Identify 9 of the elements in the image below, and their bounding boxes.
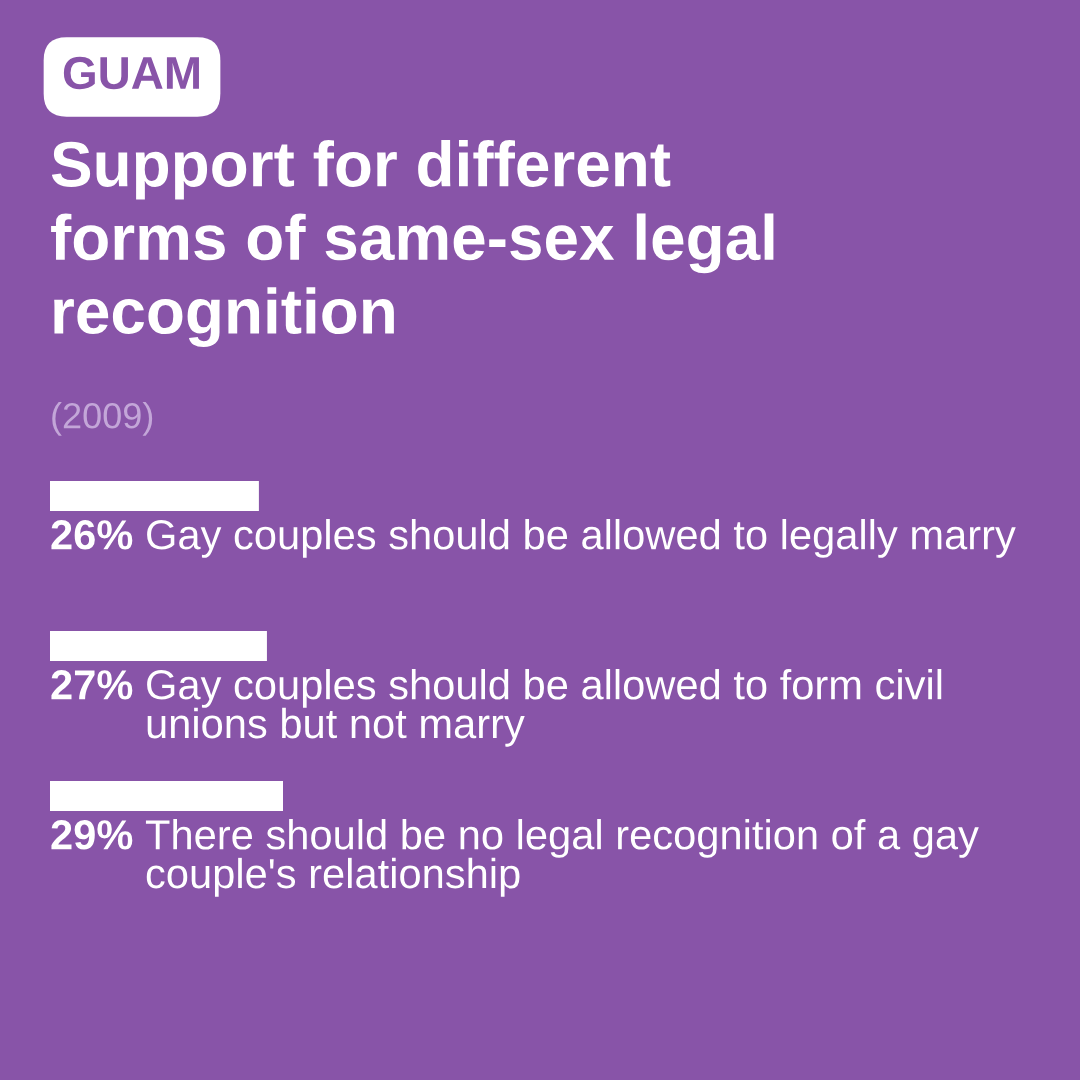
y-tick-label: There should be no legal recognition of a gay couple's relationship xyxy=(145,819,979,897)
data-label: 26% xyxy=(51,520,133,550)
y-tick-label: Gay couples should be allowed to legally marry xyxy=(147,519,1016,558)
text: (2009) xyxy=(52,402,153,436)
data-label: 29% xyxy=(51,820,133,850)
data-label: 27% xyxy=(51,670,133,700)
text: GUAM xyxy=(63,56,199,90)
y-tick-label: Gay couples should be allowed to form civil unions but not marry xyxy=(147,669,942,747)
text: Support for different forms of same-sex legal recognition xyxy=(51,140,774,348)
